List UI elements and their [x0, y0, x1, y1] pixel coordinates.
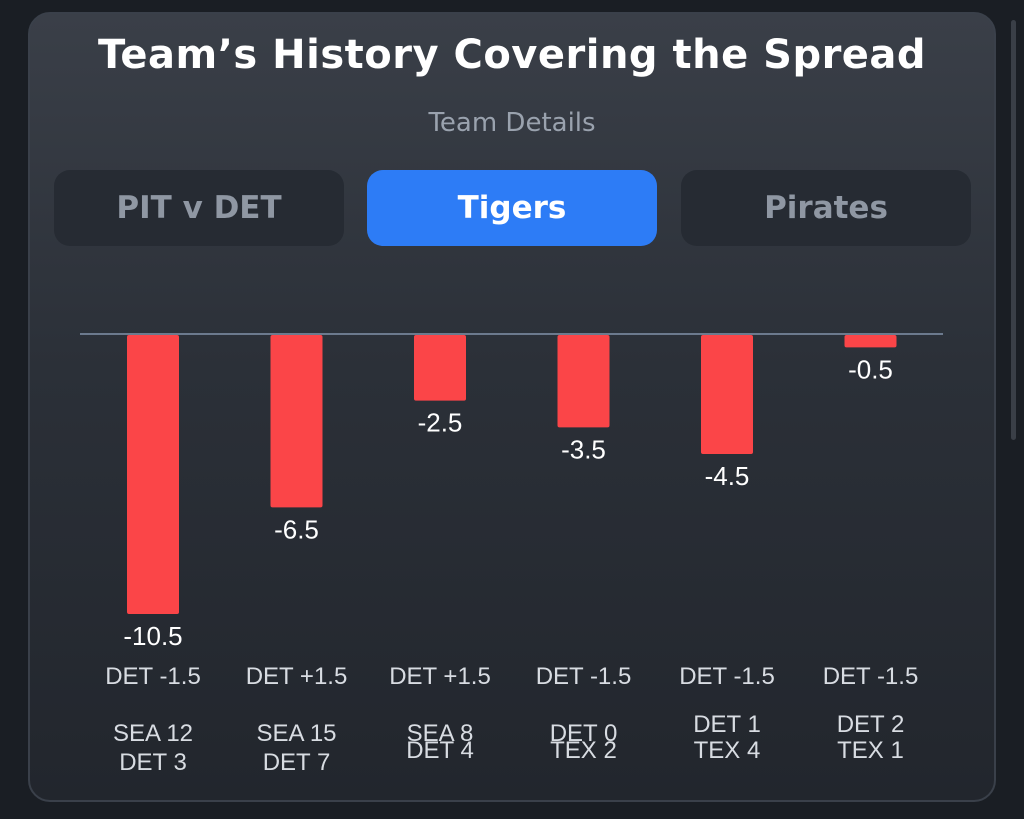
tab-pirates[interactable]: Pirates	[681, 170, 971, 246]
chart-subtitle: Team Details	[428, 108, 596, 138]
spread-label: DET -1.5	[679, 663, 775, 690]
bar-5	[844, 335, 897, 348]
score-line-1: DET 1	[693, 711, 761, 738]
score-line-1: SEA 8	[407, 720, 474, 747]
score-line-2: TEX 2	[550, 737, 617, 764]
score-line-2: DET 4	[406, 737, 474, 764]
bar-2	[414, 335, 466, 401]
score-line-2: DET 3	[119, 749, 187, 776]
score-line-2: DET 7	[263, 749, 331, 776]
score-line-1: DET 2	[837, 711, 905, 738]
tab-tigers[interactable]: Tigers	[367, 170, 657, 246]
score-line-1: DET 0	[550, 720, 618, 747]
spread-label: DET +1.5	[389, 663, 491, 690]
bar-0	[127, 335, 179, 614]
bar-1	[270, 335, 323, 508]
tab-matchup[interactable]: PIT v DET	[54, 170, 344, 246]
chart-title: Team’s History Covering the Spread	[97, 32, 927, 78]
bar-value-label: -2.5	[418, 408, 463, 438]
score-line-2: TEX 1	[837, 737, 904, 764]
bar-value-label: -4.5	[705, 461, 750, 491]
bar-value-label: -0.5	[848, 354, 893, 384]
score-line-1: SEA 12	[113, 720, 193, 747]
spread-label: DET -1.5	[105, 663, 201, 690]
spread-label: DET -1.5	[536, 663, 632, 690]
score-line-1: SEA 15	[256, 720, 336, 747]
spread-label: DET +1.5	[246, 663, 348, 690]
bar-3	[557, 335, 610, 428]
spread-label: DET -1.5	[823, 663, 919, 690]
bar-value-label: -3.5	[561, 434, 606, 464]
bar-4	[701, 335, 753, 454]
score-line-2: TEX 4	[694, 737, 761, 764]
chart-card	[28, 12, 996, 802]
bar-value-label: -10.5	[123, 621, 182, 651]
bar-value-label: -6.5	[274, 514, 319, 544]
scrollbar[interactable]	[1011, 20, 1016, 440]
